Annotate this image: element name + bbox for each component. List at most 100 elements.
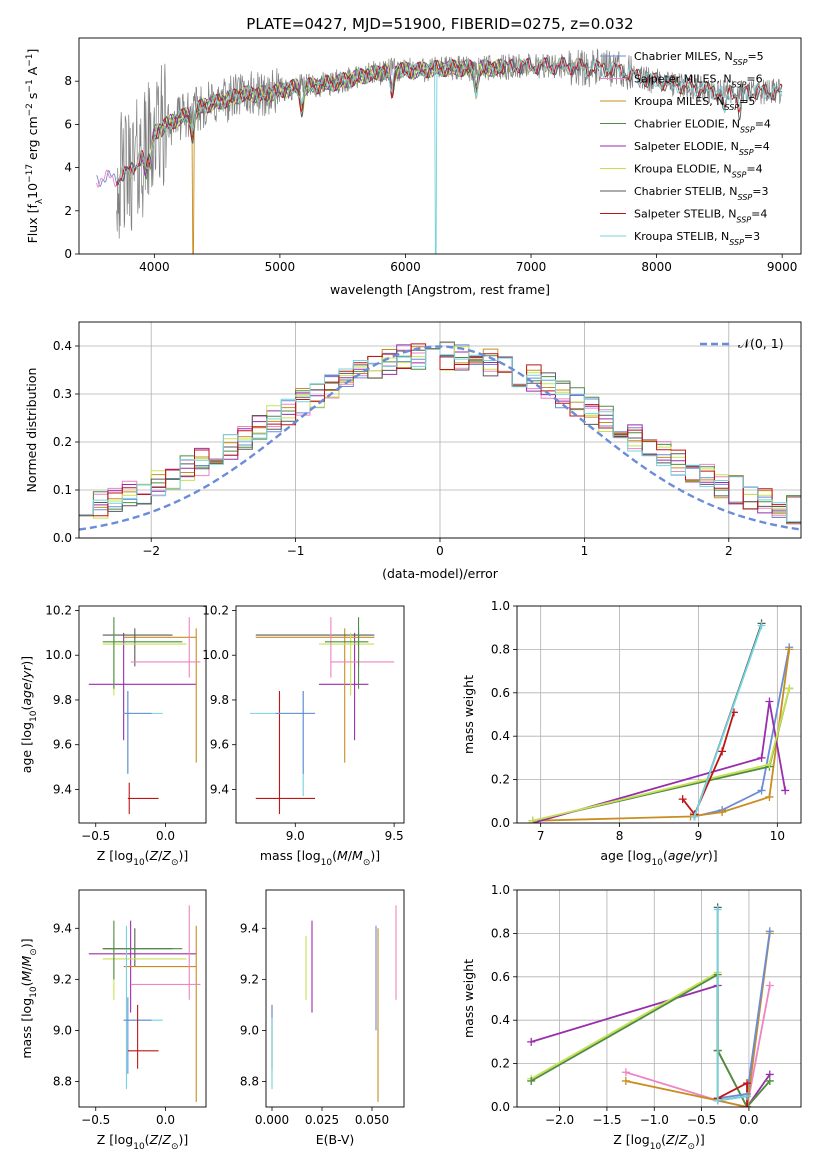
- legend: Chabrier MILES, NSSP=5 Salpeter MILES, NS…: [600, 50, 771, 247]
- y-tick-label: 9.6: [210, 738, 229, 752]
- y-tick-label: 9.8: [210, 693, 229, 707]
- plot-area: [271, 905, 397, 1102]
- x-tick-label: −0.5: [687, 1113, 716, 1127]
- weight-marker: [757, 786, 766, 795]
- weight-marker: [690, 812, 699, 821]
- x-tick-label: 5000: [265, 260, 296, 274]
- x-tick-label: −0.5: [81, 1113, 110, 1127]
- y-tick-label: 0.8: [491, 642, 510, 656]
- weight-marker: [765, 927, 774, 936]
- y-tick-label: 6: [64, 117, 72, 131]
- x-tick-label: 0.0: [739, 1113, 758, 1127]
- legend: 𝒩(0, 1): [700, 336, 784, 351]
- y-tick-label: 0.1: [53, 483, 72, 497]
- x-tick-label: 1: [581, 544, 589, 558]
- y-tick-label: 9.6: [53, 738, 72, 752]
- legend-label: 𝒩(0, 1): [738, 336, 784, 351]
- weight-marker: [785, 645, 794, 654]
- mass-vs-metallicity-panel: −0.5 0.0 8.8 9.0 9.2 9.4 Z [log10(Z/Z⊙)] mass […: [19, 889, 207, 1152]
- plot-area: [528, 619, 794, 823]
- weight-marker: [527, 1076, 536, 1085]
- x-tick-label: 7: [537, 829, 545, 843]
- x-tick-label: 0.000: [255, 1113, 289, 1127]
- x-tick-label: 0.050: [355, 1113, 389, 1127]
- x-tick-label: 0.025: [305, 1113, 339, 1127]
- residual-histogram-kroupa-stelib: [79, 349, 801, 523]
- y-tick-label: 4: [64, 161, 72, 175]
- y-tick-label: 9.0: [240, 1023, 259, 1037]
- weight-marker: [718, 747, 727, 756]
- weight-marker: [785, 684, 794, 693]
- axes-frame: [78, 37, 802, 255]
- y-tick-label: 9.8: [53, 693, 72, 707]
- mass-weight-vs-age-panel: 7 8 9 10 0.0 0.2 0.4 0.6 0.8 1.0 age [log10(age/yr…: [461, 599, 802, 868]
- axes-frame: [265, 889, 405, 1108]
- weight-line-salpeter-elodie: [532, 701, 787, 823]
- x-axis-label: mass [log10(M/M⊙)]: [260, 848, 380, 868]
- legend-label: Chabrier MILES, NSSP=5: [634, 50, 764, 67]
- x-axis-label: (data-model)/error: [382, 566, 499, 581]
- weight-line-salpeter-elodie: [530, 984, 771, 1107]
- weight-line-chabrier-miles: [717, 931, 771, 1100]
- x-axis-label: Z [log10(Z/Z⊙)]: [613, 1132, 705, 1152]
- y-tick-label: 10.2: [45, 603, 72, 617]
- axes-frame: [516, 889, 802, 1108]
- plot-area: [88, 905, 201, 1102]
- y-tick-label: 10.2: [202, 603, 229, 617]
- y-tick-label: 9.4: [240, 921, 259, 935]
- y-axis-label: mass [log10(M/M⊙)]: [19, 938, 39, 1058]
- y-tick-label: 0.2: [491, 773, 510, 787]
- y-tick-label: 9.0: [53, 1023, 72, 1037]
- x-tick-label: 0: [436, 544, 444, 558]
- y-axis-label: mass weight: [461, 959, 476, 1038]
- mass-vs-extinction-panel: 0.000 0.025 0.050 8.8 9.0 9.2 9.4 E(B-V): [240, 889, 405, 1147]
- weight-marker: [621, 1076, 630, 1085]
- legend-label: Kroupa MILES, NSSP=5: [634, 95, 755, 112]
- weight-marker: [757, 621, 766, 630]
- y-tick-label: 0.0: [491, 1100, 510, 1114]
- y-tick-label: 0.2: [53, 435, 72, 449]
- y-axis-label: mass weight: [461, 675, 476, 754]
- weight-line-kroupa-elodie: [532, 688, 791, 822]
- model-spectrum-kroupa-stelib: [116, 57, 783, 254]
- residuals-panel: −2 −1 0 1 2 0.0 0.1 0.2 0.3 0.4 (data-model)/error…: [24, 321, 802, 581]
- x-tick-label: −0.5: [81, 829, 110, 843]
- axes-frame: [78, 605, 207, 824]
- x-tick-label: 7000: [516, 260, 547, 274]
- x-tick-label: 9.5: [385, 829, 404, 843]
- y-tick-label: 1.0: [491, 883, 510, 897]
- x-tick-label: 4000: [139, 260, 170, 274]
- weight-marker: [718, 808, 727, 817]
- weight-marker: [713, 1096, 722, 1105]
- y-tick-label: 0.8: [491, 926, 510, 940]
- legend-label: Chabrier STELIB, NSSP=3: [634, 185, 768, 202]
- weight-marker: [527, 1037, 536, 1046]
- weight-marker: [765, 760, 774, 769]
- axes-frame: [235, 605, 405, 824]
- legend-label: Salpeter MILES, NSSP=6: [634, 73, 763, 90]
- grid: [517, 889, 801, 1108]
- model-spectrum-salpeter-stelib: [116, 56, 783, 186]
- y-tick-label: 0.0: [53, 531, 72, 545]
- x-tick-label: −2: [142, 544, 160, 558]
- plot-area: [249, 617, 395, 815]
- mass-weight-vs-metallicity-panel: −2.0 −1.5 −1.0 −0.5 0.0 0.0 0.2 0.4 0.6 0.8 1.0 Z […: [461, 883, 802, 1152]
- x-axis-label: age [log10(age/yr)]: [600, 848, 717, 868]
- legend-label: Salpeter STELIB, NSSP=4: [634, 208, 767, 225]
- weight-line-kroupa-stelib: [716, 909, 748, 1102]
- y-tick-label: 9.4: [53, 782, 72, 796]
- plot-area: [96, 48, 783, 254]
- x-tick-label: 8: [616, 829, 624, 843]
- weight-line-kroupa-stelib: [693, 625, 763, 817]
- observed-spectrum-line: [116, 48, 783, 239]
- y-tick-label: 0: [64, 247, 72, 261]
- weight-marker: [678, 795, 687, 804]
- y-tick-label: 2: [64, 204, 72, 218]
- weight-marker: [743, 1103, 752, 1107]
- age-vs-metallicity-panel: −0.5 0.0 9.4 9.6 9.8 10.0 10.2 Z [log10(Z/Z⊙)] a…: [19, 603, 207, 868]
- figure-title: PLATE=0427, MJD=51900, FIBERID=0275, z=0…: [246, 15, 633, 33]
- y-tick-label: 0.2: [491, 1057, 510, 1071]
- axes-frame: [78, 321, 802, 539]
- plot-area: [527, 903, 774, 1107]
- y-tick-label: 0.3: [53, 387, 72, 401]
